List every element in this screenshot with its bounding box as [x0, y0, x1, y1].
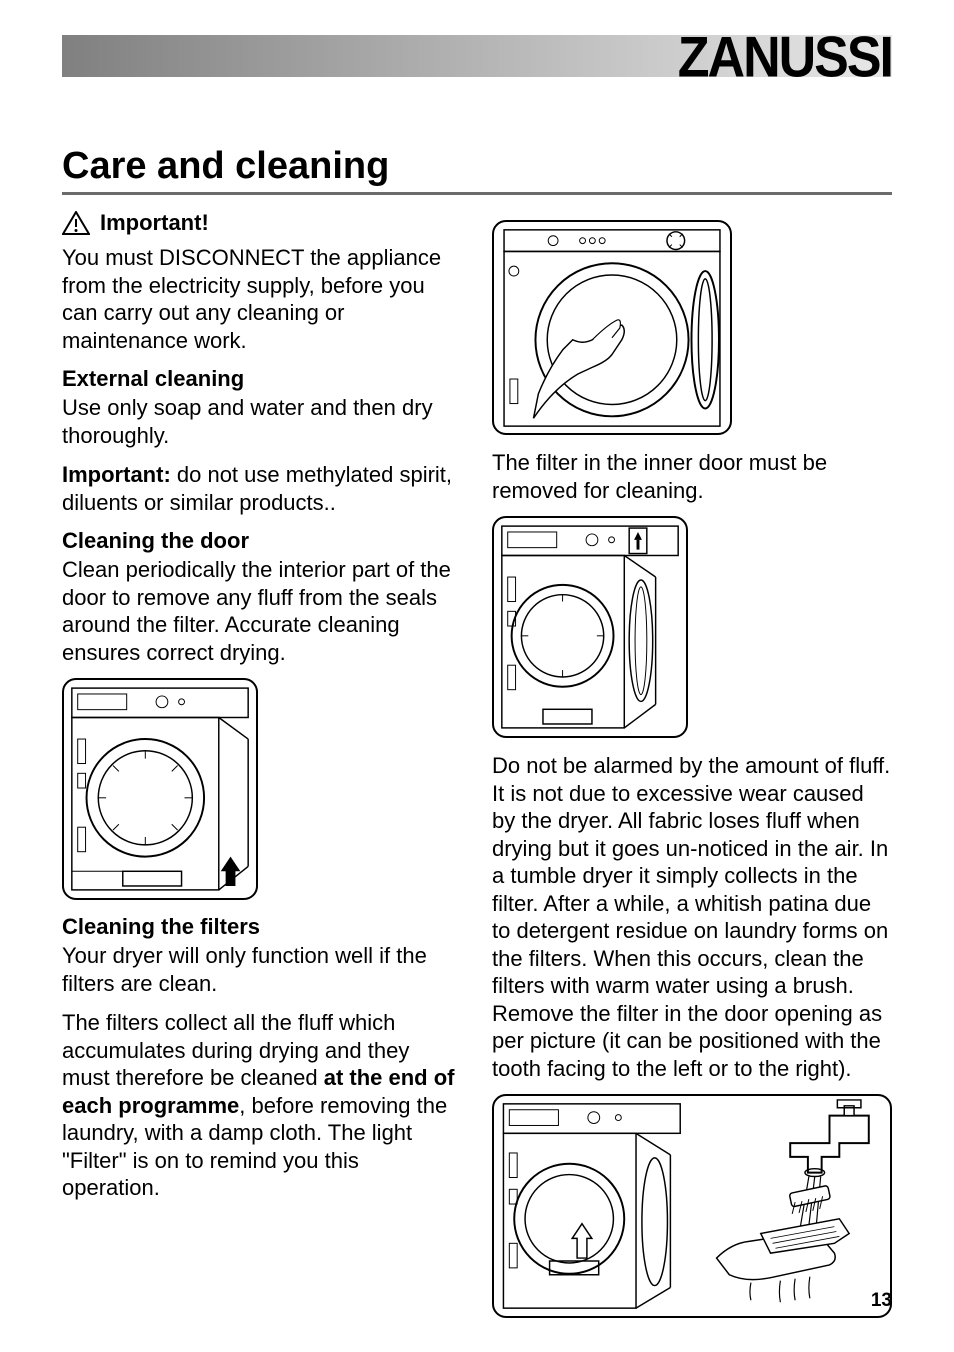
- warning-icon: [62, 211, 90, 235]
- important-spirit-text: Important: do not use methylated spirit,…: [62, 461, 462, 516]
- inner-door-text: The filter in the inner door must be rem…: [492, 449, 892, 504]
- cleaning-door-text: Clean periodically the interior part of …: [62, 556, 462, 666]
- diagram-remove-filter: [492, 516, 688, 738]
- important-heading: Important!: [62, 210, 462, 236]
- right-column: The filter in the inner door must be rem…: [492, 210, 892, 1332]
- cleaning-door-heading: Cleaning the door: [62, 528, 462, 554]
- important-label: Important!: [100, 210, 209, 236]
- external-cleaning-heading: External cleaning: [62, 366, 462, 392]
- page-number: 13: [871, 1290, 892, 1312]
- diagram-rinse-filter: [492, 1094, 892, 1318]
- page-title: Care and cleaning: [62, 145, 892, 195]
- left-column: Important! You must DISCONNECT the appli…: [62, 210, 462, 1332]
- diagram-wipe-door: [492, 220, 732, 435]
- content-area: Important! You must DISCONNECT the appli…: [62, 210, 892, 1332]
- important-bold: Important:: [62, 462, 171, 487]
- external-cleaning-text: Use only soap and water and then dry tho…: [62, 394, 462, 449]
- cleaning-filters-heading: Cleaning the filters: [62, 914, 462, 940]
- disconnect-text: You must DISCONNECT the appliance from t…: [62, 244, 462, 354]
- fluff-text: Do not be alarmed by the amount of fluff…: [492, 752, 892, 1082]
- cleaning-filters-text1: Your dryer will only function well if th…: [62, 942, 462, 997]
- cleaning-filters-text2: The filters collect all the fluff which …: [62, 1009, 462, 1202]
- diagram-door-open: [62, 678, 258, 900]
- brand-logo: ZANUSSI: [678, 25, 892, 91]
